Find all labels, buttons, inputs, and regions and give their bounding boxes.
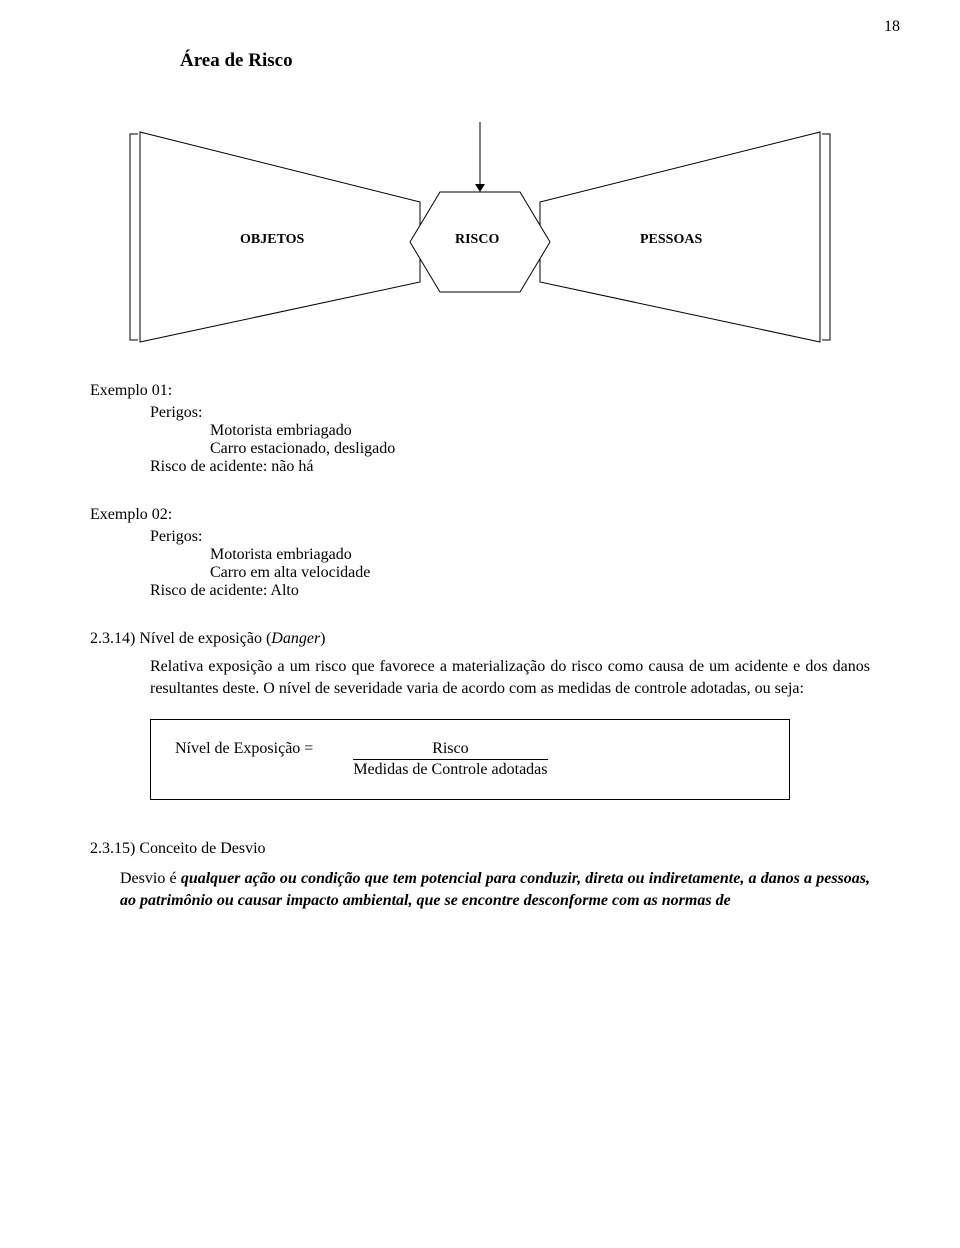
risk-diagram: OBJETOS RISCO PESSOAS <box>90 92 870 352</box>
example-2-perigos-label: Perigos: <box>150 528 870 546</box>
desvio-bold: qualquer ação ou condição que tem potenc… <box>120 870 870 909</box>
example-1: Exemplo 01: Perigos: Motorista embriagad… <box>90 382 870 476</box>
formula-numerator: Risco <box>353 740 547 760</box>
example-2: Exemplo 02: Perigos: Motorista embriagad… <box>90 506 870 600</box>
exposure-heading-prefix: 2.3.14) Nível de exposição ( <box>90 630 271 647</box>
diagram-label-risco: RISCO <box>455 232 499 248</box>
section-exposure-body: Relativa exposição a um risco que favore… <box>150 656 870 699</box>
example-1-header: Exemplo 01: <box>90 382 870 400</box>
formula-rhs: Risco Medidas de Controle adotadas <box>353 740 547 779</box>
page-title: Área de Risco <box>180 50 870 72</box>
diagram-label-pessoas: PESSOAS <box>640 232 702 248</box>
example-2-header: Exemplo 02: <box>90 506 870 524</box>
example-1-line2: Carro estacionado, desligado <box>210 440 870 458</box>
desvio-lead: Desvio é <box>120 870 181 887</box>
exposure-heading-italic: Danger <box>271 630 320 647</box>
formula-lhs: Nível de Exposição = <box>175 740 313 758</box>
section-desvio-heading: 2.3.15) Conceito de Desvio <box>90 840 870 858</box>
example-2-risk: Risco de acidente: Alto <box>150 582 870 600</box>
example-1-perigos-label: Perigos: <box>150 404 870 422</box>
formula-denominator: Medidas de Controle adotadas <box>353 760 547 779</box>
section-exposure-heading: 2.3.14) Nível de exposição (Danger) <box>90 630 870 648</box>
page-number: 18 <box>884 18 900 36</box>
section-desvio-body: Desvio é qualquer ação ou condição que t… <box>120 868 870 911</box>
example-2-line2: Carro em alta velocidade <box>210 564 870 582</box>
diagram-label-objetos: OBJETOS <box>240 232 304 248</box>
example-2-line1: Motorista embriagado <box>210 546 870 564</box>
exposure-heading-suffix: ) <box>320 630 325 647</box>
example-1-line1: Motorista embriagado <box>210 422 870 440</box>
example-1-risk: Risco de acidente: não há <box>150 458 870 476</box>
exposure-formula-box: Nível de Exposição = Risco Medidas de Co… <box>150 719 790 800</box>
